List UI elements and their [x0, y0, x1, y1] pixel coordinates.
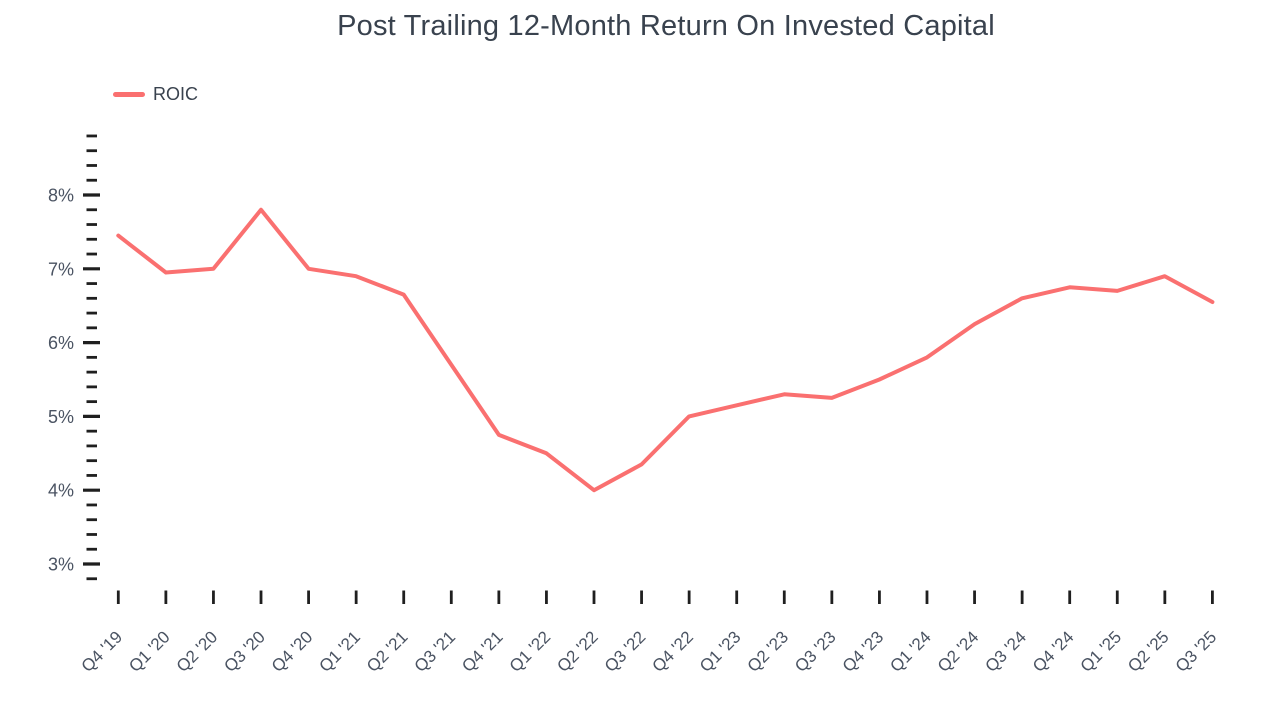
x-axis-label: Q4 '22: [648, 627, 696, 675]
x-axis-label: Q2 '24: [934, 627, 982, 675]
legend-label: ROIC: [153, 84, 198, 104]
x-axis-label: Q3 '23: [791, 627, 839, 675]
series-line-roic[interactable]: [116, 207, 1215, 493]
y-axis-label: 6%: [48, 333, 74, 353]
x-axis-label: Q1 '20: [125, 627, 173, 675]
y-axis-label: 7%: [48, 259, 74, 279]
y-axis-label: 4%: [48, 481, 74, 501]
x-axis-label: Q2 '20: [173, 627, 221, 675]
chart-title: Post Trailing 12-Month Return On Investe…: [337, 10, 995, 42]
x-axis-label: Q2 '22: [553, 627, 601, 675]
x-axis-label: Q1 '24: [886, 627, 934, 675]
x-axis-label: Q4 '20: [268, 627, 316, 675]
x-axis-label: Q1 '22: [506, 627, 554, 675]
x-axis-label: Q1 '21: [315, 627, 363, 675]
x-axis-label: Q3 '25: [1172, 627, 1220, 675]
x-axis-label: Q2 '21: [363, 627, 411, 675]
y-axis-label: 8%: [48, 186, 74, 206]
x-axis-label: Q1 '25: [1077, 627, 1125, 675]
x-axis-label: Q3 '21: [411, 627, 459, 675]
x-axis-label: Q1 '23: [696, 627, 744, 675]
legend-line-swatch: [113, 92, 145, 97]
x-axis-label: Q2 '25: [1124, 627, 1172, 675]
y-axis-label: 3%: [48, 555, 74, 575]
x-axis-label: Q2 '23: [744, 627, 792, 675]
x-axis-label: Q3 '22: [601, 627, 649, 675]
x-axis-label: Q4 '23: [839, 627, 887, 675]
x-axis-label: Q4 '19: [78, 627, 126, 675]
y-axis-label: 5%: [48, 407, 74, 427]
x-axis-label: Q3 '24: [981, 627, 1029, 675]
x-axis-label: Q4 '21: [458, 627, 506, 675]
x-axis-label: Q4 '24: [1029, 627, 1077, 675]
legend-item-roic[interactable]: ROIC: [113, 84, 198, 105]
x-axis-label: Q3 '20: [220, 627, 268, 675]
